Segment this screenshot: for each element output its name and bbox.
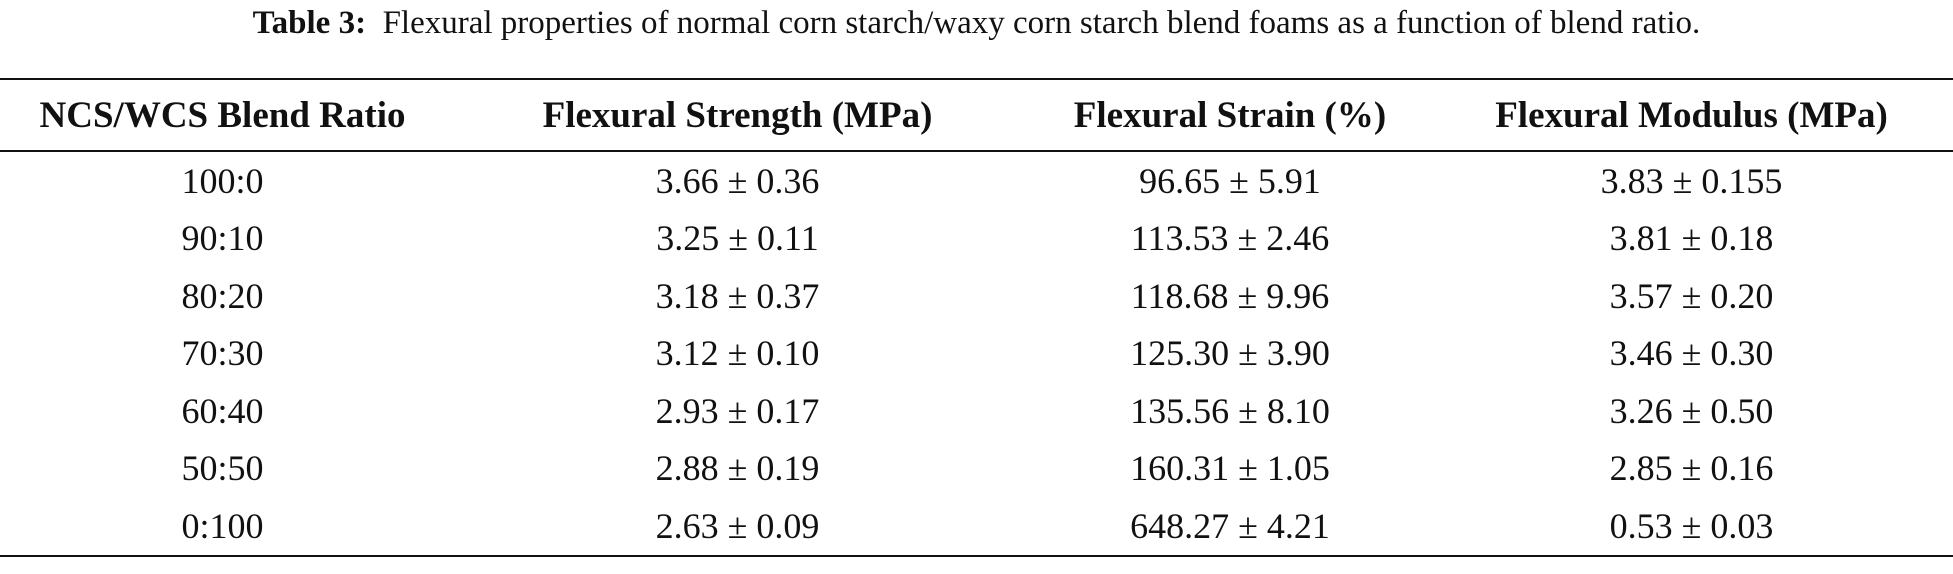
cell-blend-ratio: 0:100	[181, 505, 264, 546]
cell-blend-ratio: 60:40	[181, 390, 264, 431]
cell-flexural-strength: 2.93 ± 0.17	[655, 390, 820, 431]
cell-flexural-strain: 125.30 ± 3.90	[1130, 333, 1330, 374]
table-row: 60:40 2.93 ± 0.17 135.56 ± 8.10 3.26 ± 0…	[0, 382, 1953, 440]
table-row: 100:0 3.66 ± 0.36 96.65 ± 5.91 3.83 ± 0.…	[0, 151, 1953, 210]
cell-flexural-strain: 118.68 ± 9.96	[1130, 275, 1330, 316]
cell-flexural-modulus: 3.81 ± 0.18	[1609, 218, 1774, 259]
cell-flexural-modulus: 3.26 ± 0.50	[1609, 390, 1774, 431]
caption-label: Table 3:	[252, 5, 367, 41]
cell-flexural-modulus: 0.53 ± 0.03	[1609, 505, 1774, 546]
header-flexural-strength: Flexural Strength (MPa)	[542, 94, 933, 136]
table-row: 50:50 2.88 ± 0.19 160.31 ± 1.05 2.85 ± 0…	[0, 440, 1953, 498]
cell-flexural-strain: 96.65 ± 5.91	[1139, 160, 1321, 201]
cell-blend-ratio: 100:0	[181, 160, 264, 201]
caption-text: Flexural properties of normal corn starc…	[382, 5, 1701, 41]
cell-flexural-strain: 113.53 ± 2.46	[1130, 218, 1330, 259]
cell-flexural-strength: 3.25 ± 0.11	[656, 218, 819, 259]
cell-flexural-strength: 3.12 ± 0.10	[655, 333, 820, 374]
table-row: 90:10 3.25 ± 0.11 113.53 ± 2.46 3.81 ± 0…	[0, 210, 1953, 268]
cell-flexural-modulus: 3.57 ± 0.20	[1609, 275, 1774, 316]
cell-flexural-modulus: 3.46 ± 0.30	[1609, 333, 1774, 374]
table-header: NCS/WCS Blend Ratio Flexural Strength (M…	[0, 79, 1953, 151]
header-blend-ratio: NCS/WCS Blend Ratio	[39, 94, 406, 136]
table-row: 70:30 3.12 ± 0.10 125.30 ± 3.90 3.46 ± 0…	[0, 325, 1953, 383]
table-row: 0:100 2.63 ± 0.09 648.27 ± 4.21 0.53 ± 0…	[0, 497, 1953, 556]
table-body: 100:0 3.66 ± 0.36 96.65 ± 5.91 3.83 ± 0.…	[0, 151, 1953, 556]
cell-flexural-strain: 160.31 ± 1.05	[1130, 448, 1330, 489]
table-row: 80:20 3.18 ± 0.37 118.68 ± 9.96 3.57 ± 0…	[0, 267, 1953, 325]
cell-blend-ratio: 80:20	[181, 275, 264, 316]
header-row: NCS/WCS Blend Ratio Flexural Strength (M…	[0, 79, 1953, 151]
data-table: NCS/WCS Blend Ratio Flexural Strength (M…	[0, 78, 1953, 557]
cell-blend-ratio: 70:30	[181, 333, 264, 374]
cell-flexural-modulus: 2.85 ± 0.16	[1609, 448, 1774, 489]
header-flexural-strain: Flexural Strain (%)	[1073, 94, 1387, 136]
cell-flexural-modulus: 3.83 ± 0.155	[1600, 160, 1783, 201]
cell-flexural-strain: 648.27 ± 4.21	[1130, 505, 1330, 546]
cell-blend-ratio: 90:10	[181, 218, 264, 259]
cell-blend-ratio: 50:50	[181, 448, 264, 489]
cell-flexural-strain: 135.56 ± 8.10	[1130, 390, 1330, 431]
cell-flexural-strength: 3.66 ± 0.36	[655, 160, 820, 201]
cell-flexural-strength: 2.88 ± 0.19	[655, 448, 820, 489]
cell-flexural-strength: 3.18 ± 0.37	[655, 275, 820, 316]
cell-flexural-strength: 2.63 ± 0.09	[655, 505, 820, 546]
header-flexural-modulus: Flexural Modulus (MPa)	[1495, 94, 1888, 136]
table-caption: Table 3: Flexural properties of normal c…	[0, 0, 1953, 50]
